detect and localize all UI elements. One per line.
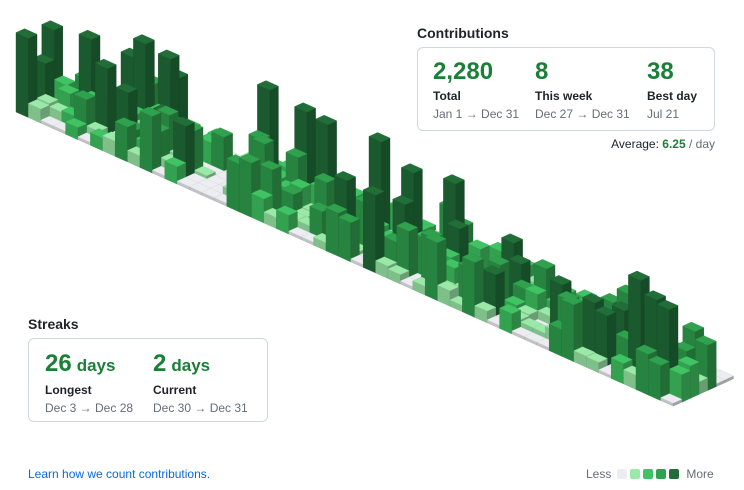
graph-day-cell bbox=[211, 127, 234, 175]
longest-streak-value: 26 bbox=[45, 350, 72, 377]
total-stat: 2,280 Total Jan 1 → Dec 31 bbox=[433, 58, 519, 121]
longest-streak-value-row: 26 days bbox=[45, 350, 133, 380]
best-day-range: Jul 21 bbox=[647, 107, 680, 121]
average-prefix: Average: bbox=[611, 137, 663, 151]
graph-day-cell bbox=[139, 106, 162, 174]
learn-how-we-count-link[interactable]: Learn how we count contributions. bbox=[28, 467, 211, 481]
best-day-stat: 38 Best day Jul 21 bbox=[647, 58, 697, 121]
longest-streak-stat: 26 days Longest Dec 3 → Dec 28 bbox=[45, 350, 133, 415]
total-value: 2,280 bbox=[433, 58, 494, 85]
current-streak-unit: days bbox=[171, 356, 211, 375]
this-week-value: 8 bbox=[535, 58, 549, 85]
streaks-card: 26 days Longest Dec 3 → Dec 28 2 days Curr… bbox=[28, 338, 268, 422]
legend-level-0 bbox=[617, 469, 628, 479]
graph-day-cell bbox=[15, 28, 38, 118]
legend-level-2 bbox=[643, 469, 654, 479]
contribution-legend: Less More bbox=[586, 467, 714, 481]
graph-day-cell bbox=[337, 213, 360, 263]
streaks-title: Streaks bbox=[28, 316, 79, 332]
this-week-range: Dec 27 → Dec 31 bbox=[535, 107, 630, 121]
average-per-day: Average: 6.25 / day bbox=[611, 137, 715, 151]
graph-day-cell bbox=[437, 280, 460, 307]
graph-day-cell bbox=[660, 393, 683, 407]
best-day-value: 38 bbox=[647, 58, 674, 85]
legend-level-4 bbox=[669, 469, 680, 479]
contributions-title: Contributions bbox=[417, 25, 509, 41]
graph-day-cell bbox=[668, 364, 691, 403]
legend-more-label: More bbox=[686, 467, 714, 481]
graph-day-cell bbox=[94, 58, 117, 138]
current-streak-stat: 2 days Current Dec 30 → Dec 31 bbox=[153, 350, 248, 415]
this-week-stat: 8 This week Dec 27 → Dec 31 bbox=[535, 58, 630, 121]
total-label: Total bbox=[433, 89, 461, 103]
graph-day-cell bbox=[647, 355, 670, 401]
current-streak-value-row: 2 days bbox=[153, 350, 248, 380]
current-streak-range: Dec 30 → Dec 31 bbox=[153, 401, 248, 415]
best-day-label: Best day bbox=[647, 89, 698, 103]
longest-streak-unit: days bbox=[76, 356, 116, 375]
graph-day-cell bbox=[362, 185, 385, 274]
current-streak-label: Current bbox=[153, 383, 197, 397]
longest-streak-label: Longest bbox=[45, 383, 92, 397]
graph-day-cell bbox=[561, 295, 584, 363]
graph-day-cell bbox=[585, 352, 608, 374]
average-suffix: / day bbox=[685, 137, 715, 151]
contributions-card: 2,280 Total Jan 1 → Dec 31 8 This week D… bbox=[417, 47, 715, 131]
total-range: Jan 1 → Dec 31 bbox=[433, 107, 520, 121]
legend-level-1 bbox=[630, 469, 641, 479]
average-value: 6.25 bbox=[662, 137, 686, 151]
current-streak-value: 2 bbox=[153, 350, 167, 377]
legend-less-label: Less bbox=[586, 467, 612, 481]
legend-level-3 bbox=[656, 469, 667, 479]
this-week-label: This week bbox=[535, 89, 593, 103]
longest-streak-range: Dec 3 → Dec 28 bbox=[45, 401, 134, 415]
